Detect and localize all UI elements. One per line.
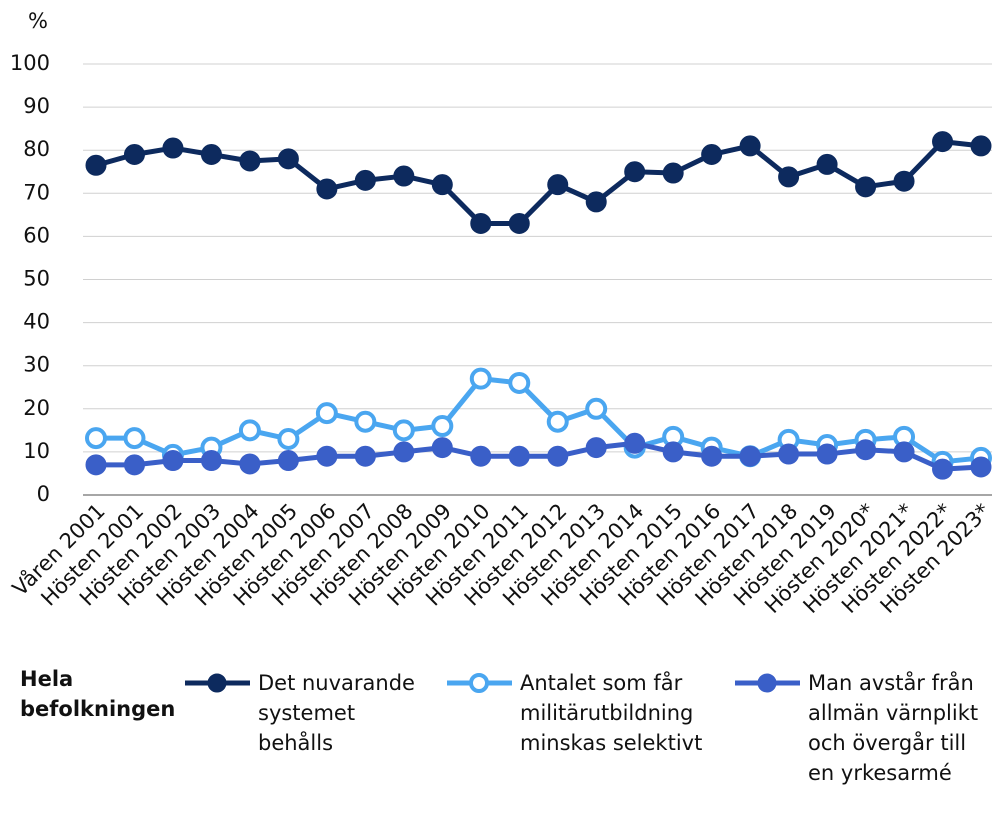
data-point: [238, 419, 261, 442]
data-point: [162, 137, 184, 159]
legend-marker: [469, 673, 489, 693]
legend-label: Antalet som får militärutbildning minska…: [520, 671, 703, 755]
y-tick-label: 80: [23, 137, 50, 161]
series-line: [96, 440, 982, 472]
data-point: [123, 144, 145, 166]
data-point: [469, 367, 492, 390]
y-tick-label: 60: [23, 223, 50, 247]
data-point: [970, 135, 992, 157]
legend-label: Man avstår från allmän värnplikt och öve…: [808, 671, 979, 785]
data-point: [239, 453, 261, 475]
y-tick-label: 90: [23, 94, 50, 118]
data-point: [277, 148, 299, 170]
data-point: [893, 441, 915, 463]
data-point: [816, 443, 838, 465]
data-point: [855, 176, 877, 198]
data-point: [932, 458, 954, 480]
data-point: [431, 415, 454, 438]
y-tick-label: 70: [23, 180, 50, 204]
legend-marker: [757, 673, 777, 693]
legend-label: Det nuvarande systemet behålls: [258, 671, 415, 755]
data-point: [470, 445, 492, 467]
data-point: [624, 432, 646, 454]
series-line: [95, 139, 982, 226]
data-point: [893, 170, 915, 192]
y-axis-label: %: [28, 9, 48, 33]
data-point: [624, 161, 646, 183]
y-tick-label: 0: [37, 482, 50, 506]
data-point: [85, 154, 107, 176]
data-point: [508, 445, 530, 467]
data-point: [123, 427, 146, 450]
data-point: [315, 402, 338, 425]
data-point: [354, 169, 376, 191]
data-point: [431, 437, 453, 459]
data-point: [585, 437, 607, 459]
data-point: [508, 212, 530, 234]
data-point: [200, 144, 222, 166]
y-tick-label: 50: [23, 267, 50, 291]
legend-title: Hela befolkningen: [20, 667, 176, 721]
data-point: [85, 427, 107, 450]
data-point: [392, 419, 415, 442]
data-point: [393, 441, 415, 463]
data-point: [85, 454, 107, 476]
data-point: [970, 456, 992, 478]
data-point: [277, 427, 300, 450]
data-point: [316, 178, 338, 200]
data-point: [739, 445, 761, 467]
data-point: [739, 135, 761, 157]
data-point: [662, 441, 684, 463]
data-point: [662, 162, 684, 184]
data-point: [162, 450, 184, 472]
data-point: [546, 410, 569, 433]
data-point: [932, 131, 954, 153]
data-point: [778, 166, 800, 188]
data-point: [508, 371, 531, 394]
data-point: [585, 397, 608, 420]
y-tick-label: 20: [23, 396, 50, 420]
data-point: [239, 150, 261, 172]
legend-marker: [207, 673, 227, 693]
data-point: [547, 445, 569, 467]
data-point: [701, 445, 723, 467]
data-point: [123, 454, 145, 476]
data-point: [277, 450, 299, 472]
data-point: [431, 174, 453, 196]
data-point: [701, 144, 723, 166]
data-point: [354, 445, 376, 467]
data-point: [585, 191, 607, 213]
y-tick-label: 10: [23, 439, 50, 463]
data-point: [316, 445, 338, 467]
y-tick-label: 100: [10, 51, 50, 75]
data-point: [470, 212, 492, 234]
data-point: [200, 450, 222, 472]
y-tick-label: 30: [23, 353, 50, 377]
data-point: [816, 153, 838, 175]
data-point: [855, 439, 877, 461]
data-point: [393, 165, 415, 187]
data-point: [547, 174, 569, 196]
y-tick-label: 40: [23, 310, 50, 334]
data-point: [778, 443, 800, 465]
data-point: [354, 410, 377, 433]
